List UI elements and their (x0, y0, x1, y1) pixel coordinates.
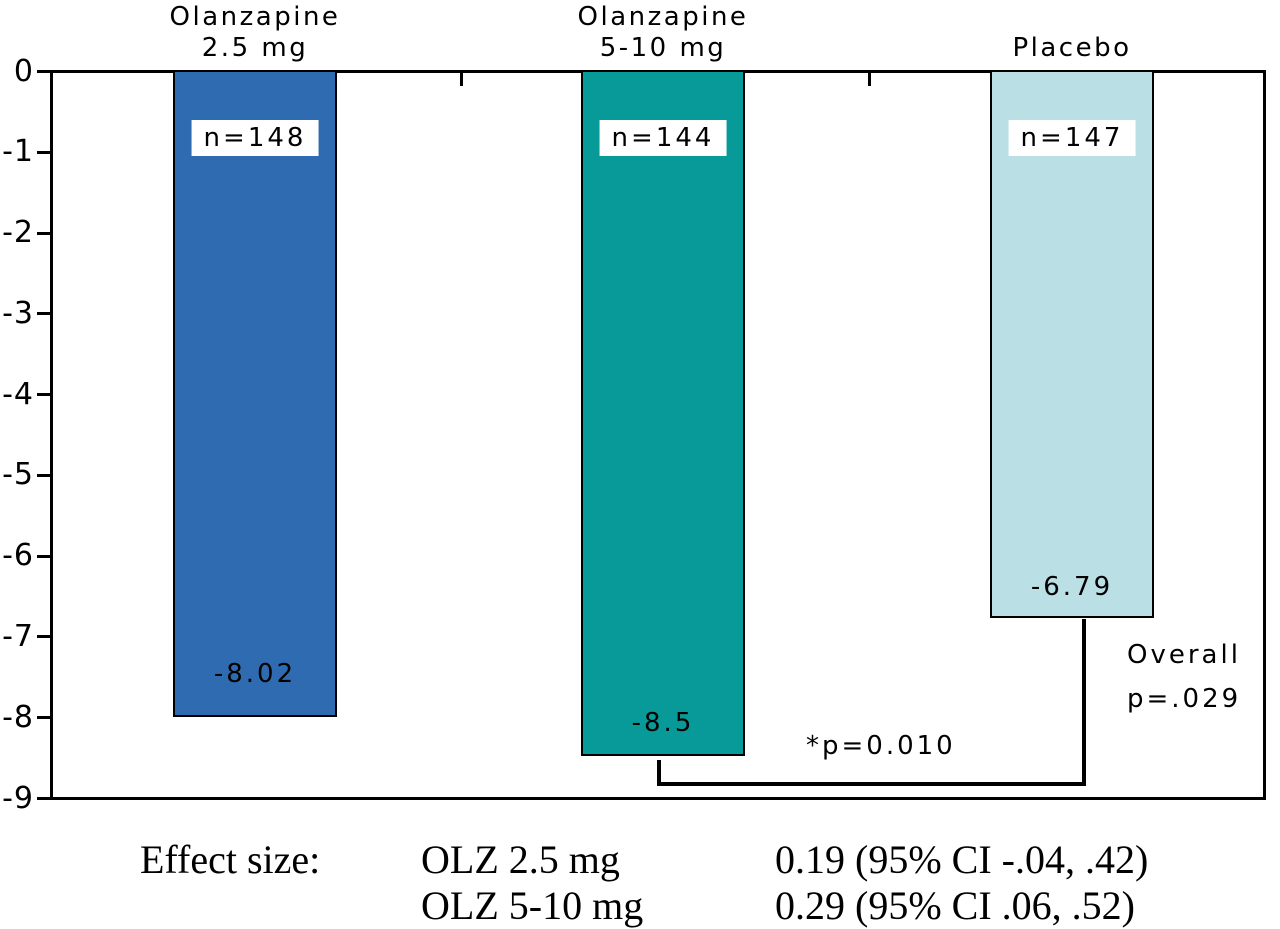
y-axis-tick-label: -3 (2, 295, 34, 331)
y-axis-tick-label: -7 (2, 618, 34, 654)
bar-olanzapine-2-5mg: n=148 -8.02 (173, 72, 337, 718)
category-label-line: Olanzapine (169, 2, 341, 32)
effect-size-row-value: 0.19 (95% CI -.04, .42) (775, 837, 1149, 882)
y-axis-tick (37, 635, 50, 639)
bar-olanzapine-5-10mg: n=144 -8.5 (581, 72, 745, 756)
y-axis-tick (37, 70, 50, 73)
category-label-olanzapine-5-10mg: Olanzapine 5-10 mg (503, 0, 823, 64)
sample-size-label: n=148 (191, 120, 319, 156)
category-label-placebo: Placebo (912, 0, 1232, 64)
x-axis-tick (868, 73, 871, 86)
y-axis-tick (37, 393, 50, 397)
sample-size-label: n=144 (599, 120, 727, 156)
effect-size-caption: Effect size: (140, 837, 321, 882)
y-axis-tick (37, 797, 50, 800)
y-axis-tick (37, 554, 50, 558)
effect-size-row-value: 0.29 (95% CI .06, .52) (775, 883, 1135, 928)
overall-p-value-label-line2: p=.029 (1127, 684, 1242, 714)
significance-bracket-horizontal (657, 782, 1086, 786)
effect-size-row-name: OLZ 5-10 mg (421, 883, 644, 928)
y-axis-tick (37, 150, 50, 154)
y-axis-tick-label: 0 (13, 53, 34, 89)
y-axis-tick-label: -5 (2, 457, 34, 493)
effect-size-row-name: OLZ 2.5 mg (421, 837, 620, 882)
significance-bracket-right-leg (1082, 619, 1086, 786)
y-axis-tick-label: -4 (2, 376, 34, 412)
y-axis-tick (37, 312, 50, 316)
bar-value-label: -8.02 (213, 659, 297, 690)
y-axis-tick (37, 473, 50, 477)
bar-value-label: -6.79 (1030, 572, 1114, 603)
plot-area: n=148 -8.02 n=144 -8.5 n=147 -6.79 (50, 70, 1266, 800)
pairwise-p-value-label: *p=0.010 (806, 731, 956, 761)
category-label-line: 5-10 mg (599, 33, 727, 63)
y-axis-tick-label: -2 (2, 215, 34, 251)
y-axis-tick-label: -9 (2, 780, 34, 816)
bar-placebo: n=147 -6.79 (990, 72, 1154, 619)
category-label-line: Placebo (1012, 33, 1132, 63)
x-axis-tick (460, 73, 463, 86)
y-axis-tick-label: -6 (2, 538, 34, 574)
y-axis-tick-label: -1 (2, 134, 34, 170)
y-axis-tick (37, 716, 50, 720)
significance-bracket-left-leg (657, 760, 661, 786)
bar-value-label: -8.5 (631, 707, 695, 738)
sample-size-label: n=147 (1008, 120, 1136, 156)
category-label-line: Olanzapine (577, 2, 749, 32)
y-axis-tick (37, 231, 50, 235)
category-label-line: 2.5 mg (201, 33, 309, 63)
y-axis-tick-label: -8 (2, 699, 34, 735)
overall-p-value-label-line1: Overall (1127, 640, 1241, 670)
category-label-olanzapine-2-5mg: Olanzapine 2.5 mg (95, 0, 415, 64)
